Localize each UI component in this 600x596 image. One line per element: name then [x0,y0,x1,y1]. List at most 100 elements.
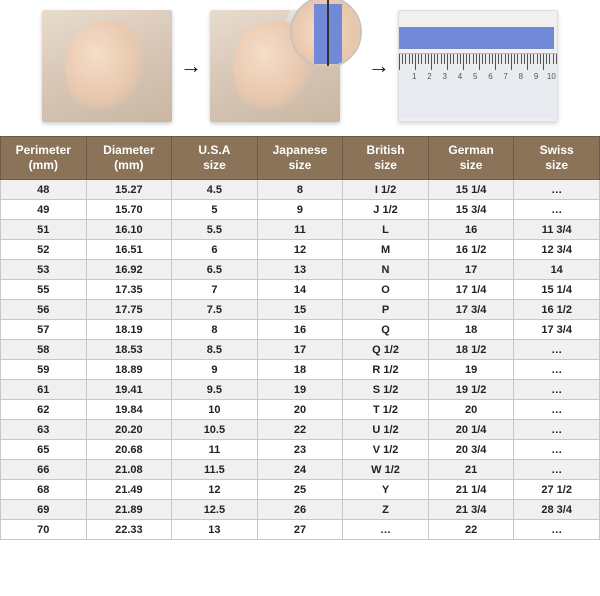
column-header-line2: (mm) [89,158,170,173]
table-cell: 57 [1,320,87,340]
table-cell: 21 1/4 [428,480,514,500]
table-row: 5818.538.517Q 1/218 1/2… [1,340,600,360]
table-row: 6621.0811.524W 1/221… [1,460,600,480]
table-cell: 58 [1,340,87,360]
column-header: Germansize [428,137,514,180]
table-cell: 12 [257,240,343,260]
column-header-line1: Swiss [516,143,597,158]
column-header-line1: German [431,143,512,158]
table-cell: … [514,420,600,440]
ruler-number: 2 [427,72,431,81]
table-cell: 69 [1,500,87,520]
table-row: 5918.89918R 1/219… [1,360,600,380]
table-cell: P [343,300,429,320]
table-cell: … [514,380,600,400]
table-cell: 25 [257,480,343,500]
table-cell: Y [343,480,429,500]
table-cell: 22 [428,520,514,540]
table-cell: 11 [257,220,343,240]
ruler-number: 1 [412,72,416,81]
column-header-line2: size [516,158,597,173]
table-cell: O [343,280,429,300]
table-cell: 22 [257,420,343,440]
table-cell: Z [343,500,429,520]
table-cell: … [514,460,600,480]
table-cell: 65 [1,440,87,460]
table-cell: 15 1/4 [428,180,514,200]
table-cell: 13 [257,260,343,280]
table-cell: 18 [257,360,343,380]
ruler-number: 6 [488,72,492,81]
table-cell: 59 [1,360,87,380]
table-cell: 16 1/2 [428,240,514,260]
arrow-icon: → [180,53,202,79]
column-header-line2: size [431,158,512,173]
table-cell: 17 3/4 [428,300,514,320]
column-header-line2: size [174,158,255,173]
table-cell: 20 1/4 [428,420,514,440]
table-cell: 11 [172,440,258,460]
table-cell: 12.5 [172,500,258,520]
table-cell: 56 [1,300,87,320]
table-cell: 19.41 [86,380,172,400]
table-cell: 16 1/2 [514,300,600,320]
table-cell: J 1/2 [343,200,429,220]
table-cell: 11 3/4 [514,220,600,240]
column-header-line2: size [260,158,341,173]
table-cell: 5.5 [172,220,258,240]
table-row: 5316.926.513N1714 [1,260,600,280]
tape-icon [260,30,284,64]
table-cell: 21.89 [86,500,172,520]
table-cell: 27 [257,520,343,540]
table-cell: 13 [172,520,258,540]
table-row: 5517.35714O17 1/415 1/4 [1,280,600,300]
table-row: 6821.491225Y21 1/427 1/2 [1,480,600,500]
table-cell: 17 [257,340,343,360]
table-cell: 18.19 [86,320,172,340]
table-cell: T 1/2 [343,400,429,420]
ruler-number: 4 [458,72,462,81]
column-header: Swisssize [514,137,600,180]
table-cell: I 1/2 [343,180,429,200]
table-body: 4815.274.58I 1/215 1/4…4915.7059J 1/215 … [1,180,600,540]
table-cell: 4.5 [172,180,258,200]
table-row: 5718.19816Q1817 3/4 [1,320,600,340]
table-cell: 9 [257,200,343,220]
table-cell: 66 [1,460,87,480]
column-header: Japanesesize [257,137,343,180]
table-cell: … [514,520,600,540]
table-cell: 21 3/4 [428,500,514,520]
table-cell: 15 1/4 [514,280,600,300]
table-cell: 9 [172,360,258,380]
step-2-wrap [210,10,340,122]
table-cell: 62 [1,400,87,420]
ruler-number: 8 [519,72,523,81]
table-cell: 15.70 [86,200,172,220]
table-cell: 26 [257,500,343,520]
table-row: 4915.7059J 1/215 3/4… [1,200,600,220]
column-header-line1: Perimeter [3,143,84,158]
table-cell: 18 1/2 [428,340,514,360]
table-cell: 15 [257,300,343,320]
table-row: 6921.8912.526Z21 3/428 3/4 [1,500,600,520]
table-cell: 16 [257,320,343,340]
table-cell: 52 [1,240,87,260]
table-cell: 17.35 [86,280,172,300]
table-cell: 18.53 [86,340,172,360]
table-cell: N [343,260,429,280]
table-cell: 8 [257,180,343,200]
tape-strip-icon [399,27,554,49]
table-cell: 17 [428,260,514,280]
table-cell: … [514,360,600,380]
table-cell: 12 [172,480,258,500]
table-cell: S 1/2 [343,380,429,400]
table-row: 4815.274.58I 1/215 1/4… [1,180,600,200]
column-header: Perimeter(mm) [1,137,87,180]
tape-icon [96,28,120,62]
table-cell: … [514,340,600,360]
table-row: 6219.841020T 1/220… [1,400,600,420]
table-cell: V 1/2 [343,440,429,460]
table-cell: Q [343,320,429,340]
table-cell: 12 3/4 [514,240,600,260]
table-cell: 21.08 [86,460,172,480]
